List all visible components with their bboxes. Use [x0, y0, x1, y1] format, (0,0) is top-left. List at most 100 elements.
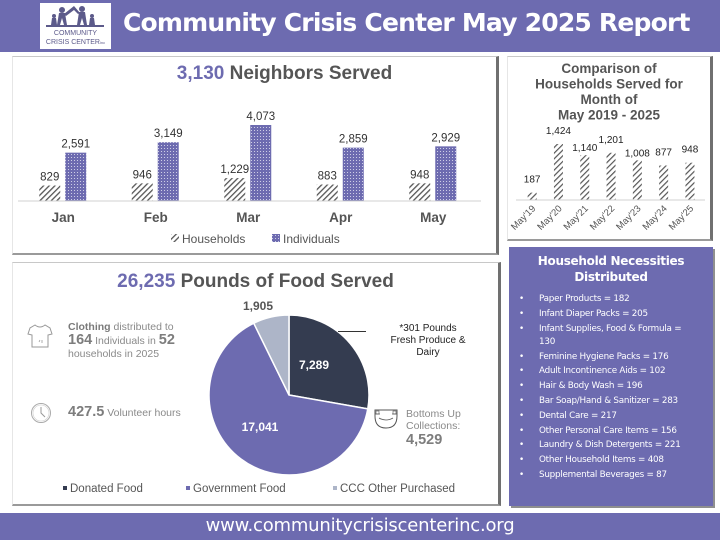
comparison-panel: Comparison of Households Served for Month …: [507, 56, 713, 241]
clothing-individuals: 164: [68, 332, 93, 348]
comparison-x-tick-6: May'25: [667, 203, 696, 232]
x-tick-mar: Mar: [236, 210, 261, 225]
volunteer-stat: 427.5 Volunteer hours: [68, 404, 193, 420]
necessity-item-text: Other Personal Care Items = 156: [539, 425, 677, 436]
comparison-bar-label-2: 1,140: [572, 143, 597, 154]
necessities-title: Household Necessities Distributed: [509, 253, 713, 285]
pie-slice-donated-food: [288, 314, 370, 410]
bar-individuals-mar: [250, 125, 272, 201]
comparison-bar-label-3: 1,201: [599, 135, 624, 146]
necessity-item-text: Infant Supplies, Food & Formula =: [539, 323, 682, 334]
website-link[interactable]: www.communitycrisiscenterinc.org: [205, 515, 515, 536]
comparison-x-tick-1: May'20: [535, 203, 564, 232]
bottoms-line-2: Collections:: [406, 420, 461, 432]
bullet-icon: •: [519, 395, 524, 406]
clothing-text-2: Individuals in: [95, 335, 156, 347]
comparison-bar-0: [527, 192, 537, 200]
bar-households-feb: [131, 183, 153, 201]
necessity-item-text: Feminine Hygiene Packs = 176: [539, 351, 669, 362]
comparison-bar-5: [659, 165, 669, 200]
clothing-text-3: households in 2025: [68, 348, 160, 360]
bar-individuals-apr: [342, 147, 364, 201]
necessity-item: • Hair & Body Wash = 196: [513, 380, 709, 393]
necessity-item-text: Supplemental Beverages = 87: [539, 469, 667, 480]
bar-individuals-may: [435, 146, 457, 201]
pie-legend: Donated Food Government Food CCC Other Pur…: [63, 483, 455, 495]
clothing-text-1: distributed to: [113, 321, 174, 333]
necessities-list: • Paper Products = 182 • Infant Diaper Pack…: [513, 293, 709, 484]
bullet-icon: •: [519, 455, 524, 466]
pie-slice-government-food: [208, 322, 369, 476]
monthly-bar-chart: 829 2,591 Jan 946 3,149 Feb 1,229 4,073 Mar 883 2,…: [18, 111, 481, 246]
bar-legend: Households Individuals: [171, 232, 340, 246]
footer-banner: www.communitycrisiscenterinc.org: [0, 513, 720, 540]
bar-individuals-jan: [65, 152, 87, 201]
clock-icon: [31, 403, 51, 423]
necessity-item: • Laundry & Dish Detergents = 221: [513, 439, 709, 452]
pie-legend-swatch-1: [186, 486, 190, 490]
diaper-icon: [374, 409, 398, 429]
bar-label-households-apr: 883: [318, 171, 337, 183]
logo-line-2: CRISIS CENTERinc: [40, 39, 111, 47]
necessities-title-line-1: Household Necessities: [537, 254, 685, 268]
legend-swatch-individuals: [272, 234, 280, 242]
neighbors-title: 3,130 Neighbors Served: [73, 63, 496, 85]
comparison-x-tick-2: May'21: [562, 203, 591, 232]
comparison-bar-2: [580, 155, 590, 200]
bar-label-households-may: 948: [410, 169, 429, 181]
comparison-x-tick-3: May'22: [588, 203, 617, 232]
volunteer-label: Volunteer hours: [107, 407, 181, 419]
neighbors-served-panel: 3,130 Neighbors Served 829 2,591 Jan 946 3,1…: [12, 56, 499, 255]
x-tick-jan: Jan: [52, 210, 75, 225]
logo-suffix: inc: [99, 40, 106, 45]
pie-label-ccc-other-purchased: 1,905: [243, 299, 273, 313]
pie-legend-label-2: CCC Other Purchased: [340, 483, 455, 495]
pie-label-donated-food: 7,289: [299, 358, 329, 372]
pie-legend-label-0: Donated Food: [70, 483, 143, 495]
legend-households: Households: [182, 232, 245, 246]
food-title: 26,235 Pounds of Food Served: [13, 271, 498, 293]
comparison-x-tick-4: May'23: [614, 203, 643, 232]
bullet-icon: •: [519, 440, 524, 451]
comparison-bar-6: [685, 162, 695, 200]
bar-label-individuals-may: 2,929: [431, 132, 460, 144]
bullet-icon: •: [519, 425, 524, 436]
comparison-bar-1: [553, 144, 563, 200]
necessities-panel: Household Necessities Distributed • Paper…: [509, 247, 713, 506]
bar-label-individuals-mar: 4,073: [246, 111, 275, 123]
volunteer-hours: 427.5: [68, 404, 105, 420]
bar-households-jan: [39, 185, 61, 201]
clothing-word: Clothing: [68, 321, 111, 333]
necessity-item: • Other Personal Care Items = 156: [513, 425, 709, 438]
pie-label-government-food: 17,041: [242, 420, 279, 434]
comparison-x-tick-0: May'19: [509, 203, 538, 232]
comparison-bar-label-1: 1,424: [546, 126, 571, 137]
produce-note-line-2: Fresh Produce &: [390, 335, 466, 346]
comparison-title-line-2: Households Served for: [535, 77, 684, 92]
food-pie-chart: 7,289 17,041 1,905: [208, 299, 370, 476]
clothing-households: 52: [158, 332, 175, 348]
bullet-icon: •: [519, 410, 524, 421]
bullet-icon: •: [519, 323, 524, 334]
neighbors-total: 3,130: [176, 63, 225, 84]
necessity-item: • Supplemental Beverages = 87: [513, 469, 709, 482]
comparison-bar-label-5: 877: [655, 148, 672, 159]
x-tick-feb: Feb: [144, 210, 168, 225]
pie-legend-swatch-0: [63, 486, 67, 490]
necessity-item: • Infant Supplies, Food & Formula = 130: [513, 323, 709, 349]
report-title: Community Crisis Center May 2025 Report: [123, 8, 690, 37]
bar-label-individuals-jan: 2,591: [61, 139, 90, 151]
necessity-item-text: Infant Diaper Packs = 205: [539, 308, 648, 319]
family-logo-icon: [46, 6, 104, 27]
logo-line-2-text: CRISIS CENTER: [45, 39, 100, 46]
pie-legend-swatch-2: [333, 486, 337, 490]
pie-legend-label-1: Government Food: [193, 483, 286, 495]
bar-label-households-jan: 829: [40, 172, 59, 184]
food-served-panel: 26,235 Pounds of Food Served Clothing di…: [12, 262, 501, 506]
food-total: 26,235: [117, 271, 176, 292]
comparison-bar-4: [632, 160, 642, 200]
necessity-item-text: Hair & Body Wash = 196: [539, 381, 643, 392]
necessity-item: • Paper Products = 182: [513, 293, 709, 306]
